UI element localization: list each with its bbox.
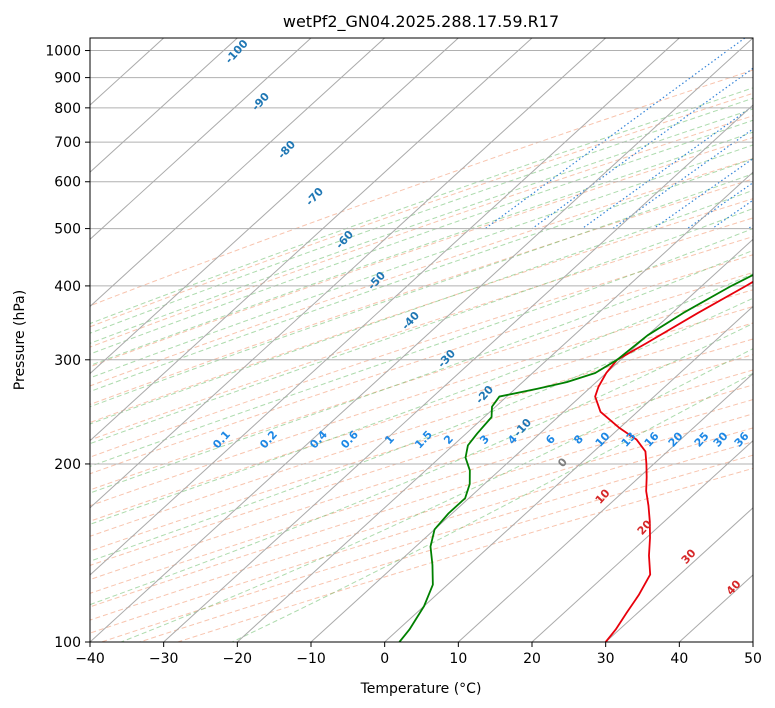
y-tick-label: 600 <box>54 175 81 191</box>
x-tick-label: −30 <box>149 651 179 667</box>
dry-adiabat-label: 30 <box>679 546 699 566</box>
x-tick-label: −20 <box>223 651 253 667</box>
moist-adiabat-label: -100 <box>223 37 251 66</box>
dry-adiabat-line <box>90 322 753 537</box>
x-tick-label: 30 <box>597 651 615 667</box>
dry-adiabat-line <box>90 178 753 405</box>
isotherm-gridline <box>531 439 753 642</box>
x-tick-label: 40 <box>670 651 688 667</box>
moist-adiabat-label: -80 <box>275 138 298 162</box>
x-tick-label: −10 <box>296 651 326 667</box>
y-tick-label: 500 <box>54 222 81 238</box>
isotherm-gridline <box>236 171 753 642</box>
y-tick-label: 300 <box>54 353 81 369</box>
mixing-ratio-label: 3 <box>477 432 492 446</box>
mixing-ratio-label: 20 <box>666 429 686 449</box>
isotherm-gridline <box>752 641 753 642</box>
y-tick-label: 400 <box>54 279 81 295</box>
mixing-ratio-label: 0.6 <box>338 428 361 451</box>
x-tick-label: 50 <box>744 651 762 667</box>
isotherm-gridline <box>90 38 753 642</box>
dry-adiabat-line <box>90 289 753 507</box>
moist-adiabat-line <box>90 249 753 494</box>
temperature-trace <box>594 280 753 642</box>
moist-adiabat-line <box>90 158 753 393</box>
isotherm-gridline <box>605 507 753 642</box>
moist-adiabat-label: -70 <box>303 185 326 209</box>
mixing-ratio-line <box>748 224 753 230</box>
moist-adiabat-line <box>90 173 753 408</box>
mixing-ratio-label: 30 <box>711 429 731 449</box>
mixing-ratio-line <box>484 38 746 230</box>
moist-adiabat-line <box>90 144 753 379</box>
mixing-ratio-label: 25 <box>692 430 712 450</box>
dry-adiabat-line <box>90 427 753 634</box>
moist-adiabat-line <box>90 189 753 425</box>
line-labels: -100-90-80-70-60-50-40-30-20-100.1 0.2 0.4… <box>210 37 752 598</box>
y-tick-label: 700 <box>54 135 81 151</box>
y-tick-label: 200 <box>54 457 81 473</box>
dry-adiabat-line <box>90 115 753 348</box>
moist-adiabat-label: -90 <box>249 90 272 114</box>
isotherm-gridline <box>90 38 459 375</box>
moist-adiabat-line <box>120 348 753 642</box>
mixing-ratio-line <box>653 157 753 230</box>
dry-adiabat-label: 20 <box>635 517 655 537</box>
isotherm-gridline <box>90 38 607 509</box>
mixing-ratio-label: 10 <box>593 429 613 449</box>
x-tick-label: 20 <box>523 651 541 667</box>
y-tick-label: 900 <box>54 71 81 87</box>
moist-adiabat-label: -30 <box>435 347 458 371</box>
moist-adiabat-label: -60 <box>333 228 356 252</box>
moist-adiabat-label: -10 <box>511 416 534 440</box>
isotherm-gridline <box>90 38 680 576</box>
isotherm-gridline <box>163 104 753 642</box>
axes: −40 −30 −20 −10 0 10 20 30 40 5010020030040050060… <box>45 44 762 667</box>
isotherm-gridline <box>90 38 386 308</box>
moist-adiabat-label: -50 <box>365 269 388 293</box>
dry-adiabat-label: 40 <box>724 577 744 597</box>
moist-adiabat-line <box>90 297 753 562</box>
mixing-ratio-label: 6 <box>543 432 558 447</box>
isotherm-gridline <box>90 38 533 442</box>
isotherm-gridline <box>90 38 238 173</box>
isotherm-gridline <box>90 38 312 241</box>
dry-adiabat-line <box>90 69 753 307</box>
dry-adiabat-line <box>90 354 753 566</box>
dewpoint-trace <box>398 273 753 642</box>
mixing-ratio-label: 16 <box>642 429 662 449</box>
y-tick-label: 800 <box>54 101 81 117</box>
x-tick-label: −40 <box>75 651 105 667</box>
mixing-ratio-label: 36 <box>732 429 752 449</box>
dry-adiabat-line <box>90 306 753 522</box>
isotherm-gridline <box>457 372 753 642</box>
dry-adiabat-line <box>139 454 753 642</box>
dry-adiabat-line <box>90 369 753 581</box>
moist-adiabat-line <box>90 131 753 367</box>
dry-adiabat-line <box>90 338 753 552</box>
mixing-ratio-label: 1.5 <box>412 428 435 451</box>
x-tick-label: 10 <box>449 651 467 667</box>
sounding-traces <box>398 273 753 642</box>
y-tick-label: 1000 <box>45 44 81 60</box>
dry-adiabat-line <box>101 441 753 642</box>
isotherm-gridline <box>384 305 753 642</box>
moist-adiabat-line <box>90 119 753 355</box>
chart-title: wetPf2_GN04.2025.288.17.59.R17 <box>283 12 559 32</box>
mixing-ratio-label: 0.4 <box>307 428 330 451</box>
mixing-ratio-label: 8 <box>571 432 586 446</box>
x-axis-title: Temperature (°C) <box>360 681 482 697</box>
mixing-ratio-label: 13 <box>619 430 639 450</box>
plot-frame <box>89 37 754 643</box>
y-tick-label: 100 <box>54 635 81 651</box>
y-axis-title: Pressure (hPa) <box>12 290 28 390</box>
moist-adiabat-line <box>231 372 753 642</box>
mixing-ratio-label: 0.2 <box>257 428 280 451</box>
mixing-ratio-line <box>531 67 753 230</box>
x-tick-label: 0 <box>380 651 389 667</box>
isotherm-label: 0 <box>555 455 570 470</box>
plot-area <box>90 38 753 642</box>
